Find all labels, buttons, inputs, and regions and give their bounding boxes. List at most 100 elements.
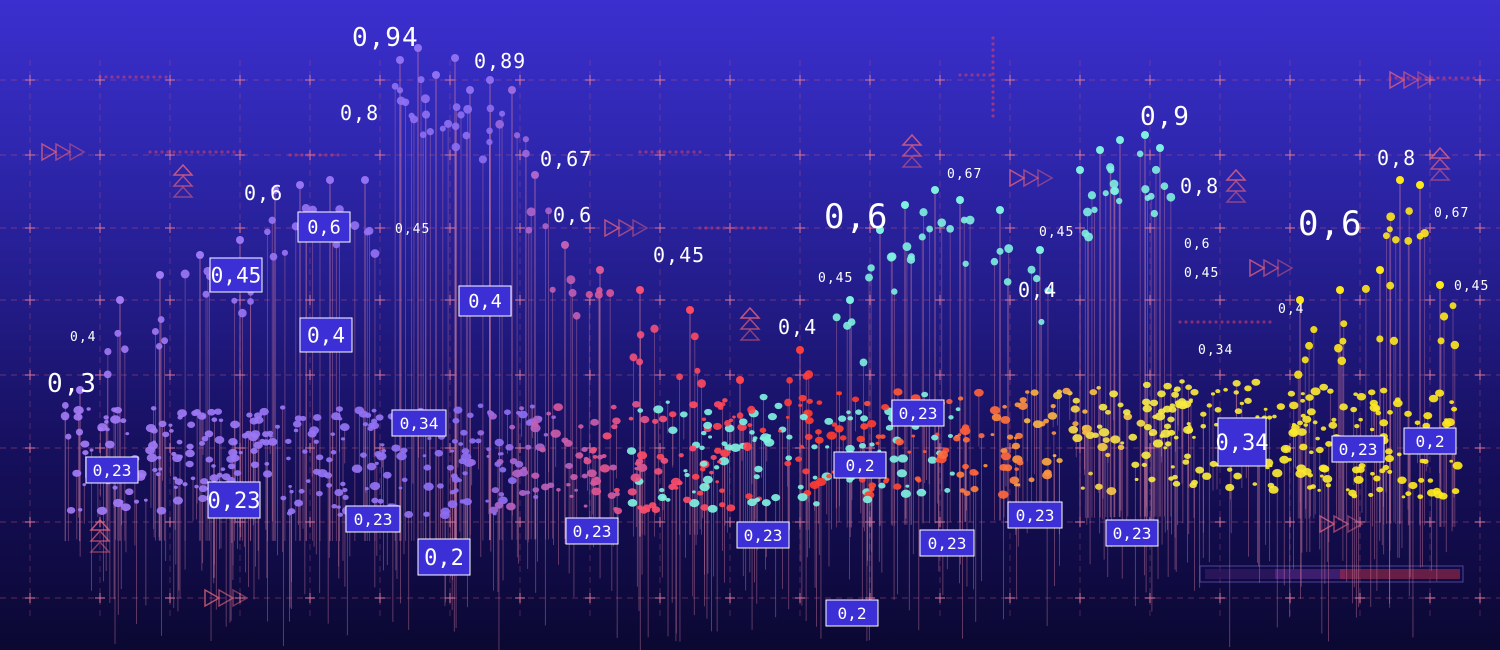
peak-dot [1147, 192, 1155, 200]
peak-dot [1116, 136, 1124, 144]
dotted-column-mark [991, 48, 995, 52]
particle-dot [1172, 480, 1181, 487]
dotted-run-mark [148, 150, 152, 154]
particle-dot [382, 471, 392, 479]
particle-dot [241, 432, 250, 439]
particle-dot [547, 482, 555, 489]
particle-dot [466, 412, 474, 418]
dotted-run-mark [758, 226, 762, 230]
particle-dot [228, 437, 238, 446]
particle-dot [539, 447, 546, 453]
particle-dot [719, 502, 726, 508]
particle-dot [673, 486, 679, 490]
particle-dot [889, 455, 899, 463]
dot-layer [60, 44, 1463, 520]
particle-dot [590, 446, 598, 452]
value-box-frame [391, 409, 447, 437]
particle-dot [1141, 451, 1151, 460]
value-box-label: 0,2 [845, 456, 874, 475]
particle-dot [469, 438, 476, 444]
particle-dot [233, 470, 242, 477]
particle-dot [1423, 412, 1433, 420]
peak-dot [697, 379, 706, 388]
particle-dot [532, 487, 540, 493]
particle-dot [553, 403, 564, 411]
particle-dot [1422, 422, 1431, 429]
particle-dot [868, 486, 875, 492]
particle-dot [1131, 461, 1140, 468]
value-box: 0,23 [919, 529, 975, 557]
dotted-run-mark [964, 73, 968, 77]
particle-dot [668, 426, 678, 435]
particle-dot [878, 482, 886, 489]
particle-dot [125, 432, 130, 436]
particle-dot [396, 451, 407, 461]
particle-dot [1174, 400, 1181, 406]
particle-dot [509, 424, 516, 430]
particle-dot [1435, 389, 1445, 397]
particle-dot [1320, 426, 1327, 431]
particle-dot [1319, 383, 1329, 391]
particle-dot [1094, 483, 1103, 490]
particle-dot [851, 396, 860, 403]
value-label: 0,6 [1184, 237, 1210, 252]
particle-dot [691, 490, 696, 494]
particle-dot [812, 475, 818, 480]
particle-dot [774, 402, 783, 410]
peak-dot [956, 196, 964, 204]
particle-dot [1104, 409, 1112, 415]
particle-dot [885, 424, 894, 431]
particle-dot [1317, 488, 1321, 492]
particle-dot [250, 461, 260, 469]
particle-dot [720, 449, 730, 458]
particle-dot [944, 487, 951, 493]
particle-dot [77, 508, 83, 512]
particle-dot [1295, 469, 1306, 478]
particle-dot [1325, 441, 1333, 447]
particle-dot [187, 421, 196, 428]
particle-dot [969, 469, 978, 476]
particle-dot [679, 411, 688, 418]
particle-dot [879, 434, 886, 439]
particle-dot [1142, 404, 1152, 413]
particle-dot [860, 415, 868, 422]
peak-dot [596, 266, 604, 274]
peak-dot [301, 204, 311, 213]
dotted-run-mark [752, 226, 756, 230]
particle-dot [1404, 410, 1412, 417]
particle-dot [949, 471, 955, 476]
peak-dot [545, 207, 553, 215]
particle-dot [905, 484, 910, 488]
peak-dot [606, 289, 615, 298]
particle-dot [494, 438, 504, 447]
particle-dot [1428, 394, 1439, 403]
peak-dot [457, 111, 465, 119]
peak-dot [876, 226, 884, 234]
particle-dot [398, 486, 403, 490]
particle-dot [1267, 415, 1273, 420]
peak-dot [1150, 209, 1159, 218]
peak-dot [585, 290, 593, 299]
dotted-run-mark [1436, 76, 1440, 80]
dotted-run-mark [184, 150, 188, 154]
dotted-run-mark [1442, 76, 1446, 80]
particle-dot [172, 476, 178, 481]
arrow-mark-icon [55, 142, 72, 162]
particle-dot [947, 433, 953, 439]
particle-dot [700, 430, 707, 436]
dotted-run-mark [330, 153, 334, 157]
dotted-run-mark [710, 226, 714, 230]
value-box-label: 0,2 [837, 604, 866, 623]
particle-dot [96, 506, 108, 516]
particle-dot [158, 420, 167, 428]
peak-dot [401, 98, 410, 107]
particle-dot [1019, 397, 1027, 403]
particle-dot [1354, 423, 1360, 429]
dotted-run-mark [1250, 320, 1254, 324]
peak-dot [361, 176, 369, 184]
particle-dot [1056, 458, 1063, 464]
particle-dot [990, 433, 995, 437]
particle-dot [205, 456, 214, 463]
peak-dot [1141, 131, 1149, 139]
particle-dot [1299, 443, 1308, 451]
